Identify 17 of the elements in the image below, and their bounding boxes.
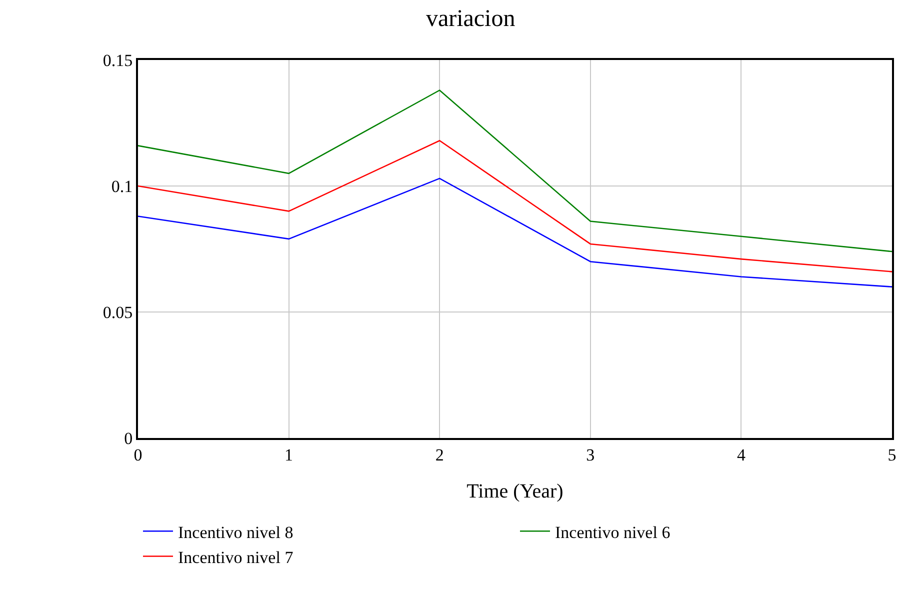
y-tick-label: 0 <box>124 428 133 448</box>
x-tick-label: 5 <box>888 445 896 464</box>
y-tick-label: 0.05 <box>102 302 133 322</box>
legend-label: Incentivo nivel 7 <box>178 548 294 567</box>
x-tick-label: 4 <box>736 445 746 464</box>
legend-label: Incentivo nivel 8 <box>178 522 294 542</box>
x-axis-title: Time (Year) <box>466 480 564 502</box>
legend-label: Incentivo nivel 6 <box>555 522 670 542</box>
x-tick-label: 1 <box>284 445 294 464</box>
line-series <box>138 178 892 288</box>
line-series <box>138 90 892 252</box>
chart-title: variacion <box>426 6 516 32</box>
line-series <box>138 140 892 272</box>
x-tick-label: 2 <box>435 445 444 464</box>
y-tick-label: 0.1 <box>111 176 133 196</box>
x-tick-label: 3 <box>586 445 595 464</box>
y-tick-label: 0.15 <box>102 50 133 70</box>
